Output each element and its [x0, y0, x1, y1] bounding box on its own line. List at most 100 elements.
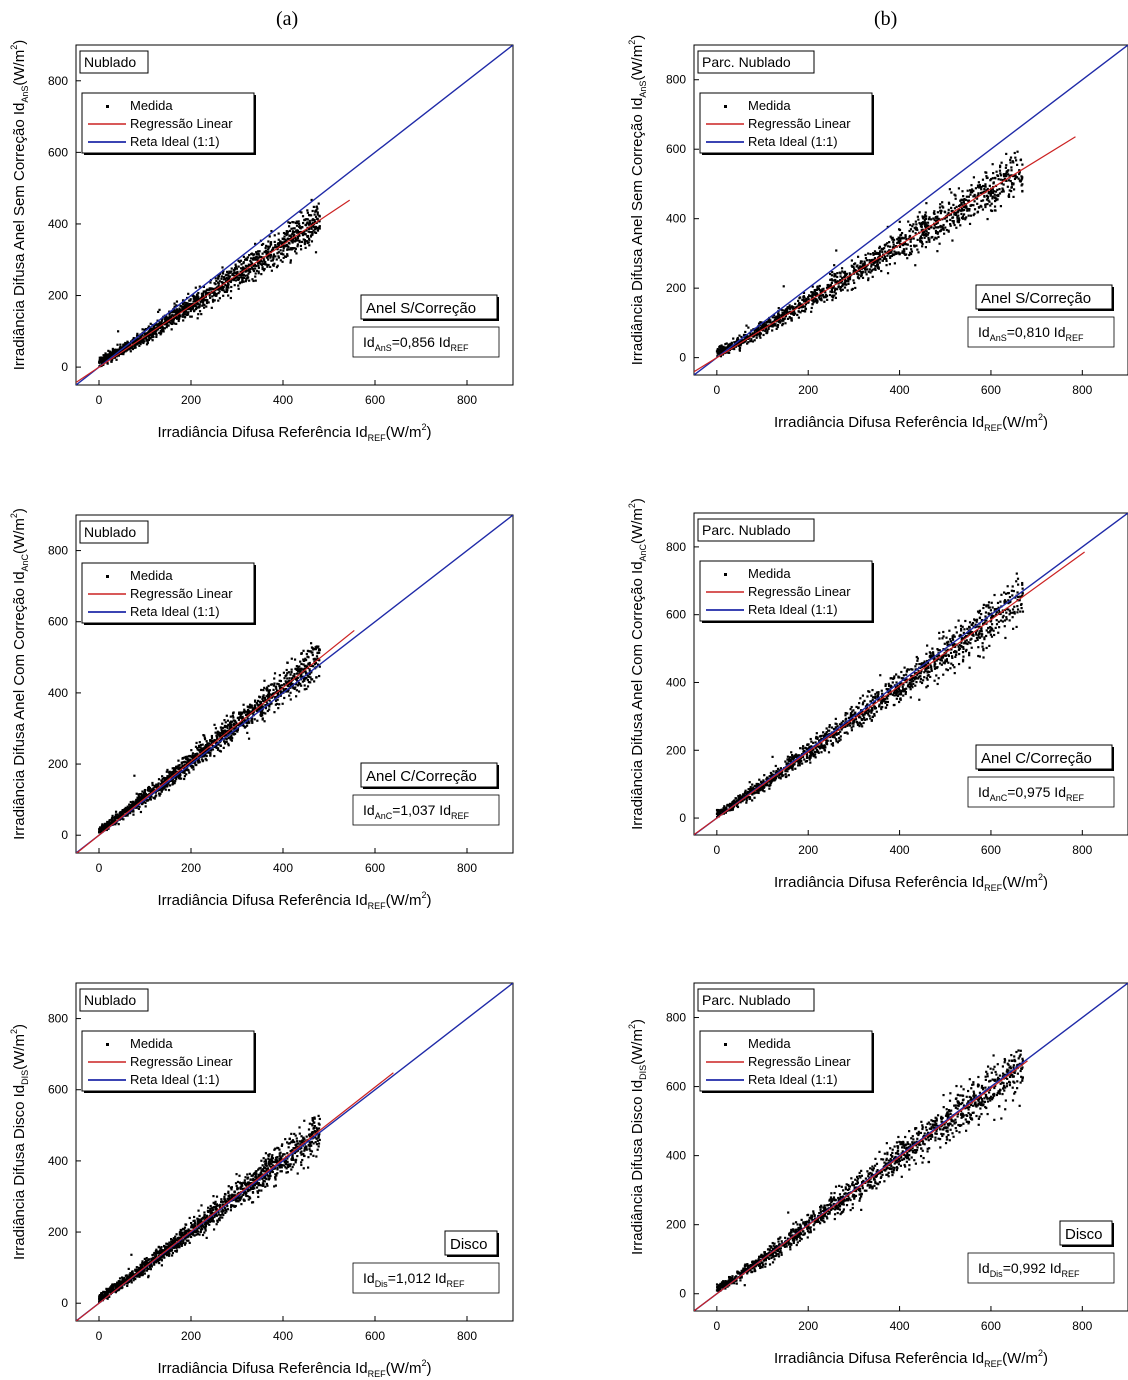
measured-point [298, 670, 302, 673]
measured-point [155, 783, 158, 786]
measured-point [186, 757, 189, 760]
measured-point [185, 301, 188, 305]
measured-point [903, 250, 906, 253]
measured-point [115, 358, 118, 361]
measured-point [172, 772, 175, 775]
measured-point [307, 675, 310, 678]
measured-point [978, 655, 981, 658]
measured-point [281, 684, 284, 687]
measured-point [276, 245, 279, 248]
measured-point [241, 268, 244, 271]
measured-point [1011, 608, 1015, 611]
measured-point [1000, 161, 1003, 164]
measured-point [872, 702, 875, 705]
measured-point [908, 681, 911, 684]
measured-point [155, 333, 158, 336]
measured-point [811, 293, 814, 296]
measured-point [961, 215, 965, 218]
measured-point [270, 702, 273, 705]
measured-point [823, 296, 826, 299]
measured-point [116, 815, 120, 818]
measured-point [864, 268, 867, 271]
measured-point [831, 271, 834, 274]
measured-point [1002, 173, 1005, 176]
measured-point [756, 326, 760, 329]
measured-point [971, 191, 974, 194]
measured-point [989, 609, 993, 612]
measured-point [998, 169, 1002, 172]
measured-point [304, 246, 307, 249]
measured-point [883, 257, 886, 260]
measured-point [794, 306, 797, 309]
measured-point [837, 282, 840, 285]
measured-point [121, 810, 125, 813]
measured-point [951, 638, 955, 641]
measured-point [808, 756, 811, 760]
measured-point [197, 744, 201, 747]
measured-point [274, 699, 278, 702]
measured-point [998, 188, 1001, 191]
measured-point [311, 218, 315, 221]
measured-point [892, 241, 895, 244]
measured-point [224, 737, 227, 740]
measured-point [905, 253, 908, 256]
measured-point [952, 220, 955, 223]
measured-point [829, 285, 832, 288]
measured-point [135, 798, 138, 801]
measured-point [304, 657, 307, 660]
measured-point [124, 346, 127, 349]
measured-point [241, 272, 244, 276]
measured-point [874, 697, 877, 700]
measured-point [286, 248, 289, 251]
measured-point [736, 336, 739, 340]
measured-point [308, 668, 311, 671]
measured-point [1010, 186, 1013, 189]
measured-point [294, 682, 297, 686]
measured-point [288, 237, 291, 241]
measured-point [232, 719, 235, 722]
measured-point [942, 673, 945, 676]
measured-point [302, 649, 305, 652]
measured-point [288, 679, 291, 682]
measured-point [272, 253, 276, 256]
measured-point [813, 293, 816, 296]
measured-point [1016, 611, 1019, 614]
measured-point [992, 629, 995, 632]
measured-point [1002, 183, 1005, 186]
measured-point [936, 217, 939, 220]
measured-point [716, 347, 719, 351]
measured-point [299, 682, 302, 686]
measured-point [98, 358, 101, 362]
measured-point [863, 264, 866, 267]
measured-point [933, 224, 936, 227]
x-tick-label: 0 [713, 843, 720, 857]
measured-point [272, 246, 275, 249]
measured-point [891, 681, 894, 684]
measured-point [840, 721, 843, 724]
measured-point [198, 285, 201, 288]
measured-point [291, 677, 294, 680]
measured-point [256, 250, 260, 253]
measured-point [941, 201, 944, 204]
measured-point [198, 310, 202, 313]
measured-point [160, 318, 164, 321]
measured-point [995, 170, 998, 173]
measured-point [1011, 611, 1014, 614]
measured-point [220, 287, 223, 290]
measured-point [788, 304, 791, 307]
measured-point [1001, 187, 1004, 190]
measured-point [293, 687, 296, 690]
measured-point [800, 306, 803, 309]
measured-point [725, 346, 728, 349]
measured-point [192, 757, 195, 760]
method-box: Anel S/Correção [975, 284, 1114, 311]
measured-point [889, 235, 892, 238]
measured-point [152, 787, 155, 790]
measured-point [288, 248, 291, 251]
measured-point [217, 299, 220, 302]
measured-point [784, 773, 787, 776]
measured-point [98, 361, 101, 364]
measured-point [918, 698, 921, 701]
measured-point [778, 772, 782, 776]
measured-point [805, 755, 809, 758]
